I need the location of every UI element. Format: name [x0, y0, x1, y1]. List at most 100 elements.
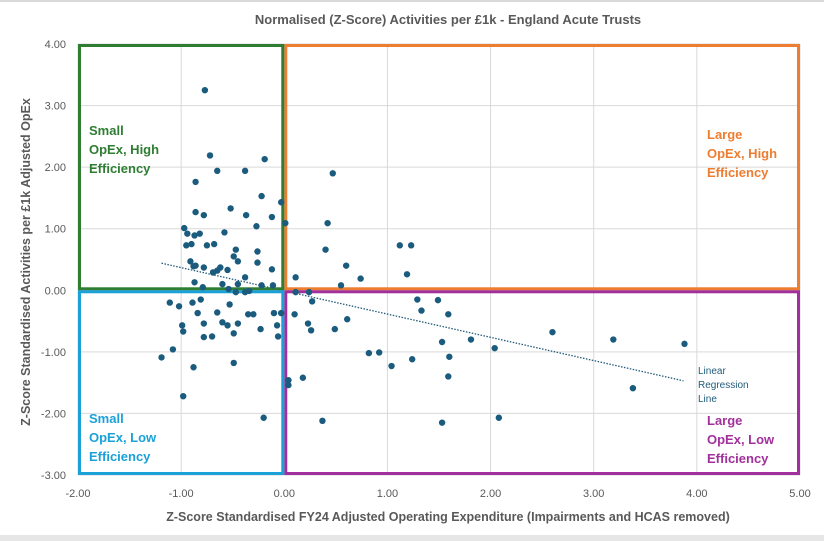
data-point: [227, 205, 234, 212]
data-point: [234, 280, 242, 288]
y-tick-label: 1.00: [45, 224, 66, 236]
data-point: [158, 354, 165, 361]
quadrant-small-opex-low-efficiency-label: Small OpEx, Low Efficiency: [89, 411, 157, 464]
data-point: [307, 327, 315, 334]
x-tick-label: 2.00: [480, 488, 501, 500]
data-point: [180, 328, 187, 335]
data-point: [183, 242, 190, 249]
data-point: [610, 336, 617, 343]
y-tick-label: 3.00: [45, 101, 66, 113]
quadrant-large-opex-high-efficiency: [284, 44, 800, 291]
data-point: [269, 282, 277, 289]
data-point: [299, 374, 307, 381]
data-point: [230, 359, 237, 367]
quadrant-large-opex-low-efficiency-label: Large OpEx, Low Efficiency: [707, 413, 775, 466]
regression-line: [161, 262, 684, 382]
regression-line-group: Linear Regression Line: [161, 262, 749, 405]
data-point: [260, 414, 267, 421]
data-point: [221, 229, 228, 236]
data-point: [268, 213, 276, 221]
data-point: [407, 242, 415, 249]
data-point: [285, 376, 292, 384]
data-point: [196, 230, 203, 237]
data-point: [282, 219, 289, 227]
y-tick-label: -2.00: [41, 408, 66, 420]
x-tick-label: 4.00: [686, 488, 707, 500]
data-points: [158, 86, 688, 426]
data-point: [224, 322, 231, 329]
data-point: [337, 282, 345, 289]
x-tick-label: 3.00: [583, 488, 604, 500]
data-point: [219, 280, 226, 288]
data-point: [270, 309, 278, 317]
data-point: [190, 364, 197, 371]
data-point: [197, 296, 204, 303]
regression-line-label: Linear Regression Line: [698, 366, 749, 405]
data-point: [274, 333, 282, 340]
data-point: [241, 274, 249, 281]
data-point: [232, 288, 240, 296]
data-point: [495, 414, 503, 421]
data-point: [408, 356, 416, 363]
data-point: [258, 282, 265, 289]
data-point: [234, 320, 242, 327]
y-tick-label: -3.00: [41, 470, 66, 482]
y-tick-label: 4.00: [45, 39, 66, 51]
data-point: [178, 322, 186, 329]
data-point: [208, 333, 216, 340]
chart-title: Normalised (Z-Score) Activities per £1k …: [255, 12, 641, 27]
data-point: [226, 301, 233, 308]
data-point: [324, 219, 331, 227]
data-point: [192, 178, 199, 186]
gridlines: [77, 43, 801, 476]
data-point: [322, 246, 329, 253]
data-point: [224, 266, 231, 274]
x-tick-label: 0.00: [274, 488, 295, 500]
data-point: [214, 309, 221, 316]
data-point: [277, 199, 285, 206]
data-point: [230, 330, 237, 337]
data-point: [191, 279, 198, 286]
data-point: [305, 288, 313, 296]
data-point: [210, 240, 218, 248]
data-point: [194, 309, 201, 317]
data-point: [277, 309, 285, 317]
x-axis-title: Z-Score Standardised FY24 Adjusted Opera…: [166, 510, 730, 524]
data-point: [331, 325, 339, 333]
data-point: [418, 307, 425, 314]
data-point: [357, 275, 364, 282]
data-point: [250, 311, 257, 318]
data-point: [375, 349, 383, 356]
data-point: [304, 320, 312, 327]
data-point: [206, 152, 214, 159]
data-point: [438, 338, 446, 346]
data-point: [446, 353, 453, 360]
data-point: [308, 298, 316, 305]
data-point: [273, 322, 281, 329]
data-point: [292, 274, 299, 281]
data-point: [241, 167, 249, 175]
data-point: [200, 320, 208, 327]
data-point: [200, 333, 208, 341]
data-point: [230, 253, 237, 260]
quadrant-small-opex-high-efficiency-label: Small OpEx, High Efficiency: [89, 123, 159, 176]
data-point: [199, 284, 207, 291]
data-point: [254, 259, 261, 266]
data-point: [180, 392, 187, 400]
y-tick-label: 2.00: [45, 162, 66, 174]
data-point: [225, 285, 232, 293]
data-point: [214, 167, 221, 175]
data-point: [181, 224, 188, 232]
data-point: [189, 299, 196, 306]
data-point: [285, 381, 292, 389]
data-point: [438, 419, 446, 426]
data-point: [388, 362, 395, 370]
data-point: [200, 211, 208, 219]
data-point: [192, 262, 199, 269]
data-point: [219, 319, 226, 326]
data-point: [187, 258, 194, 265]
data-point: [319, 417, 326, 425]
data-point: [253, 223, 260, 230]
